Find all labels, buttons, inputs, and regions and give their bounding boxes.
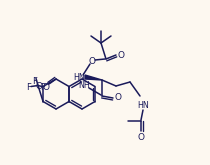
Polygon shape (85, 75, 102, 80)
Text: O: O (88, 57, 96, 66)
Text: HN: HN (137, 101, 149, 111)
Text: O: O (118, 50, 125, 60)
Text: O: O (42, 83, 50, 93)
Text: F: F (27, 83, 32, 92)
Text: O: O (35, 82, 43, 91)
Text: NH: NH (78, 82, 90, 90)
Text: O: O (114, 94, 122, 102)
Text: HN: HN (73, 72, 85, 82)
Text: O: O (138, 132, 144, 142)
Text: F: F (41, 83, 46, 92)
Text: F: F (33, 77, 37, 86)
